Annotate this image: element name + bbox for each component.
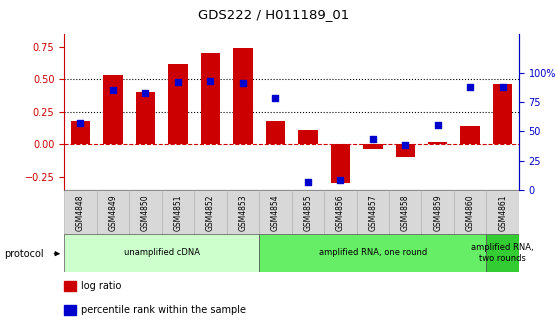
Point — [401, 142, 410, 148]
Text: GSM4856: GSM4856 — [336, 194, 345, 231]
Bar — [363, 144, 382, 150]
Bar — [103, 75, 123, 144]
Bar — [71, 121, 90, 144]
Point — [466, 84, 475, 89]
Bar — [357, 190, 389, 235]
Bar — [454, 190, 487, 235]
Bar — [291, 190, 324, 235]
Text: GSM4851: GSM4851 — [174, 194, 182, 231]
Text: GDS222 / H011189_01: GDS222 / H011189_01 — [198, 8, 349, 22]
Text: amplified RNA,
two rounds: amplified RNA, two rounds — [472, 243, 534, 262]
Text: GSM4853: GSM4853 — [238, 194, 247, 231]
Bar — [421, 190, 454, 235]
Bar — [97, 190, 129, 235]
Text: GSM4861: GSM4861 — [498, 194, 507, 231]
Bar — [487, 234, 519, 272]
Text: percentile rank within the sample: percentile rank within the sample — [81, 305, 246, 315]
Bar — [428, 142, 448, 144]
Text: unamplified cDNA: unamplified cDNA — [124, 248, 200, 257]
Point — [238, 81, 247, 86]
Point — [498, 84, 507, 89]
Bar — [168, 64, 187, 144]
Text: GSM4859: GSM4859 — [433, 194, 442, 231]
Bar — [194, 190, 227, 235]
Point — [141, 90, 150, 95]
Bar — [460, 126, 480, 144]
Text: GSM4858: GSM4858 — [401, 194, 410, 231]
Point — [304, 179, 312, 184]
Point — [271, 96, 280, 101]
Bar — [233, 48, 253, 144]
Bar — [64, 234, 259, 272]
Bar — [298, 130, 318, 144]
Text: GSM4850: GSM4850 — [141, 194, 150, 231]
Text: GSM4852: GSM4852 — [206, 194, 215, 231]
Bar — [129, 190, 162, 235]
Bar — [201, 53, 220, 144]
Text: GSM4860: GSM4860 — [466, 194, 475, 231]
Text: GSM4854: GSM4854 — [271, 194, 280, 231]
Bar — [136, 92, 155, 144]
Bar — [259, 234, 487, 272]
Text: GSM4857: GSM4857 — [368, 194, 377, 231]
Point — [108, 88, 117, 93]
Bar — [227, 190, 259, 235]
Text: protocol: protocol — [4, 249, 44, 259]
Bar — [493, 84, 512, 144]
Bar — [162, 190, 194, 235]
Text: GSM4849: GSM4849 — [108, 194, 117, 231]
Point — [206, 78, 215, 84]
Text: log ratio: log ratio — [81, 281, 121, 291]
Bar — [487, 190, 519, 235]
Bar — [259, 190, 291, 235]
Point — [76, 120, 85, 126]
Text: GSM4848: GSM4848 — [76, 194, 85, 231]
Bar — [330, 144, 350, 183]
Text: amplified RNA, one round: amplified RNA, one round — [319, 248, 427, 257]
Bar — [396, 144, 415, 157]
Bar — [324, 190, 357, 235]
Bar — [64, 190, 97, 235]
Text: GSM4855: GSM4855 — [304, 194, 312, 231]
Point — [433, 123, 442, 128]
Bar — [389, 190, 421, 235]
Point — [368, 137, 377, 142]
Bar — [266, 121, 285, 144]
Point — [174, 79, 182, 85]
Point — [336, 178, 345, 183]
